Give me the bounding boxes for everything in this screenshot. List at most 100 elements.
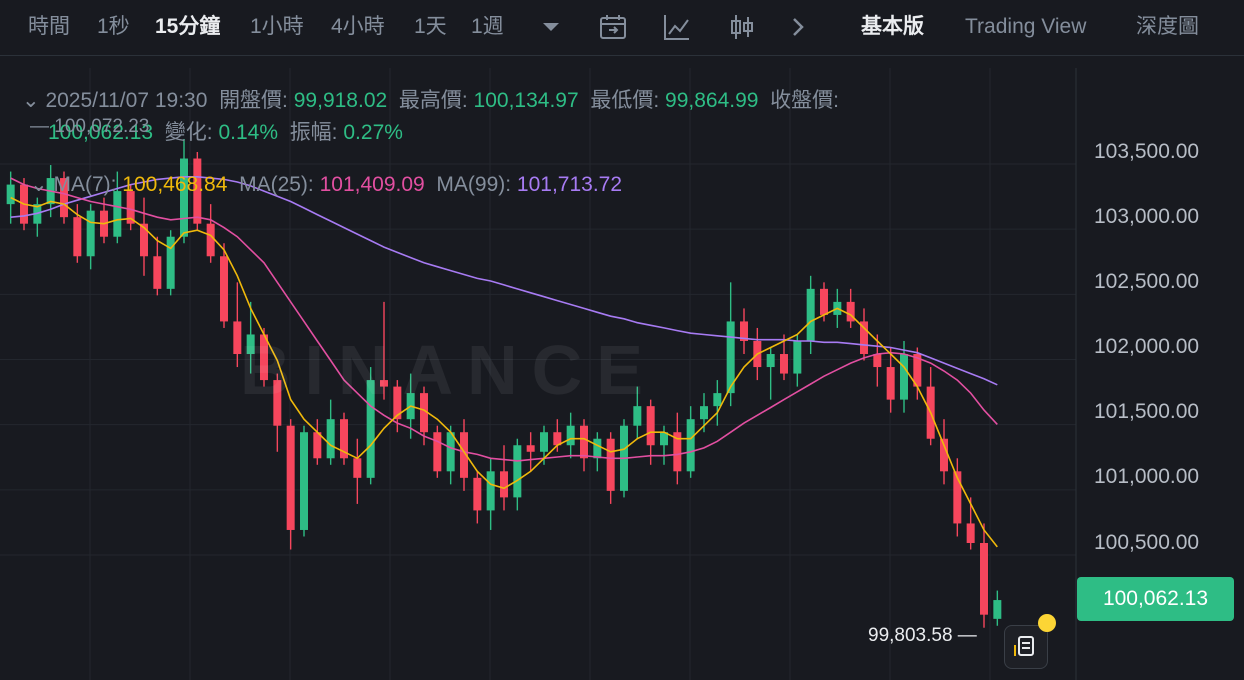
low-value: 99,864.99 bbox=[665, 89, 759, 112]
candle-body bbox=[126, 191, 135, 224]
chevron-right-icon[interactable] bbox=[783, 12, 813, 42]
candle-body bbox=[913, 354, 922, 387]
candle-body bbox=[806, 288, 815, 341]
candle-body bbox=[326, 419, 335, 459]
candle-body bbox=[73, 217, 82, 257]
candle-body bbox=[860, 321, 868, 355]
candle-body bbox=[686, 419, 695, 472]
candle bbox=[513, 438, 522, 511]
candle bbox=[846, 288, 855, 328]
candle bbox=[806, 275, 815, 355]
interval-1s[interactable]: 1秒 bbox=[97, 15, 130, 38]
candle-body bbox=[393, 386, 402, 420]
chart-toolbar: 時間 1秒 15分鐘 1小時 4小時 1天 1週 基本版 Trading Vie… bbox=[0, 0, 1244, 56]
candlestick-chart[interactable] bbox=[0, 68, 1244, 680]
candle bbox=[673, 412, 682, 485]
candle bbox=[953, 458, 962, 537]
candle-body bbox=[633, 406, 642, 426]
view-basic[interactable]: 基本版 bbox=[861, 15, 924, 38]
change-value: 0.14% bbox=[218, 121, 279, 144]
candle bbox=[366, 367, 375, 485]
candle-body bbox=[953, 471, 962, 524]
ma-collapse-chevron-icon[interactable]: ⌄ bbox=[30, 173, 48, 196]
candle bbox=[380, 301, 388, 400]
interval-1w[interactable]: 1週 bbox=[471, 15, 504, 38]
candle bbox=[966, 497, 975, 550]
ma7-value: 100,468.84 bbox=[122, 173, 228, 196]
candle-body bbox=[713, 393, 722, 407]
candle-body bbox=[380, 380, 388, 387]
price-axis-label: 101,500.00 bbox=[1094, 400, 1200, 423]
price-axis-label: 101,000.00 bbox=[1094, 465, 1200, 488]
view-tradingview[interactable]: Trading View bbox=[965, 15, 1087, 38]
ma99-label: MA(99): bbox=[436, 173, 512, 196]
candle-body bbox=[220, 256, 228, 322]
candle bbox=[233, 282, 242, 368]
calendar-icon[interactable] bbox=[598, 12, 628, 42]
candle-body bbox=[740, 321, 748, 341]
ohlc-row: ⌄ 2025/11/07 19:30 開盤價: 99,918.02 最高價: 1… bbox=[22, 88, 839, 114]
candle bbox=[900, 340, 908, 413]
candle-body bbox=[553, 432, 562, 446]
amplitude-value: 0.27% bbox=[343, 121, 403, 144]
price-axis-label: 102,000.00 bbox=[1094, 335, 1200, 358]
candle bbox=[33, 197, 42, 237]
candle bbox=[153, 236, 162, 296]
ma25-value: 101,409.09 bbox=[319, 173, 425, 196]
candle-body bbox=[113, 191, 122, 237]
candle-body bbox=[500, 471, 508, 498]
ma-lines bbox=[10, 176, 998, 548]
ohlc-datetime: 2025/11/07 19:30 bbox=[45, 89, 208, 112]
notes-button[interactable] bbox=[1004, 625, 1048, 669]
price-axis-label: 103,000.00 bbox=[1094, 205, 1200, 228]
candle-body bbox=[86, 210, 95, 257]
candlestick-icon[interactable] bbox=[727, 12, 757, 42]
close-label: 收盤價: bbox=[770, 89, 839, 112]
chart-area[interactable] bbox=[0, 68, 1244, 680]
candle-body bbox=[886, 367, 895, 400]
candle-body bbox=[580, 425, 588, 459]
candle bbox=[980, 523, 988, 628]
candle-body bbox=[233, 321, 242, 355]
candle-body bbox=[300, 432, 308, 530]
price-axis-label: 103,500.00 bbox=[1094, 140, 1200, 163]
candle bbox=[940, 419, 948, 485]
candle-body bbox=[420, 393, 428, 433]
candle bbox=[486, 458, 495, 530]
candle bbox=[886, 347, 895, 413]
open-label: 開盤價: bbox=[219, 89, 288, 112]
candle-body bbox=[900, 354, 908, 400]
candle bbox=[340, 412, 348, 465]
collapse-chevron-icon[interactable]: ⌄ bbox=[22, 89, 40, 112]
candle-body bbox=[606, 438, 615, 491]
watermark: BINANCE bbox=[240, 331, 657, 409]
candle bbox=[166, 230, 175, 296]
interval-1h[interactable]: 1小時 bbox=[250, 15, 304, 38]
interval-15m[interactable]: 15分鐘 bbox=[155, 15, 221, 38]
interval-1d[interactable]: 1天 bbox=[414, 15, 447, 38]
ma25-line bbox=[10, 177, 998, 462]
candle bbox=[740, 308, 748, 355]
candle bbox=[140, 197, 148, 276]
interval-4h[interactable]: 4小時 bbox=[331, 15, 385, 38]
candle-body bbox=[993, 600, 1002, 619]
time-label[interactable]: 時間 bbox=[28, 15, 70, 38]
candle-body bbox=[193, 158, 202, 224]
chevron-down-icon[interactable] bbox=[536, 12, 566, 42]
view-depth[interactable]: 深度圖 bbox=[1136, 15, 1199, 38]
candle-body bbox=[6, 184, 15, 205]
candle-body bbox=[273, 380, 282, 426]
candle-body bbox=[540, 432, 548, 452]
candle-body bbox=[966, 523, 975, 543]
candle bbox=[526, 432, 535, 472]
candles bbox=[6, 138, 1002, 628]
candle-body bbox=[286, 425, 295, 530]
candle-body bbox=[60, 178, 68, 218]
candle-body bbox=[366, 380, 375, 478]
candle bbox=[220, 243, 228, 328]
line-chart-icon[interactable] bbox=[662, 12, 692, 42]
candle-body bbox=[726, 321, 735, 394]
candle bbox=[273, 373, 282, 452]
candle bbox=[286, 419, 295, 550]
ma7-line bbox=[10, 196, 998, 548]
